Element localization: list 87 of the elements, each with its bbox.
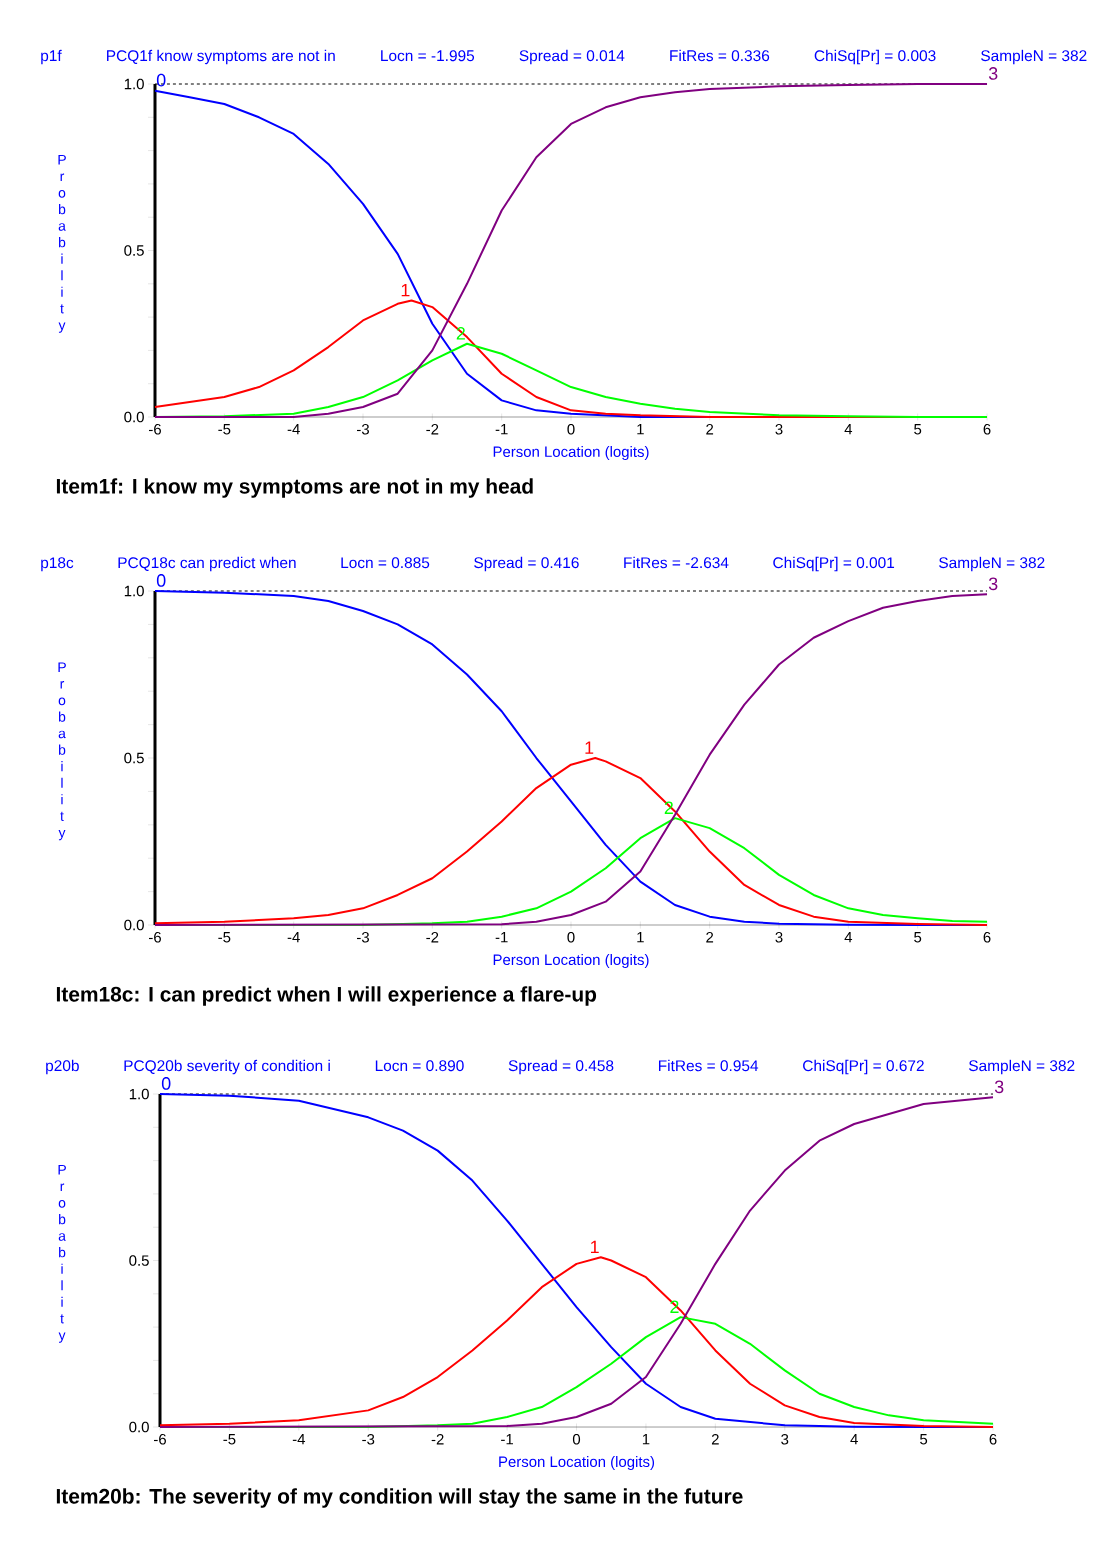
x-tick-label: 1 xyxy=(637,424,644,435)
x-tick-label: 1 xyxy=(642,1434,650,1445)
text: FitRes = 0.954 xyxy=(658,1059,759,1072)
x-tick-label: -4 xyxy=(292,1434,306,1445)
text: Locn = 0.885 xyxy=(341,557,430,569)
y-tick-label: 0.0 xyxy=(124,411,144,423)
y-tick-label: 0.0 xyxy=(129,1421,149,1433)
text: Locn = -1.995 xyxy=(381,50,475,62)
series-label: 0 xyxy=(156,73,166,87)
x-tick-label: -5 xyxy=(223,1434,236,1445)
x-tick-label: 5 xyxy=(914,424,922,435)
x-tick-label: -1 xyxy=(495,932,508,943)
x-tick-label: -2 xyxy=(431,1434,444,1445)
text: ChiSq[Pr] = 0.001 xyxy=(773,556,895,572)
x-tick-label: 3 xyxy=(781,1434,789,1445)
x-tick-label: 4 xyxy=(850,1434,858,1445)
x-tick-label: 6 xyxy=(989,1434,997,1445)
x-tick-label: -4 xyxy=(287,424,300,435)
x-tick-label: -6 xyxy=(154,1434,166,1445)
text: FitRes = -2.634 xyxy=(624,556,729,569)
y-tick-label: 0.5 xyxy=(124,245,144,256)
x-tick-label: 3 xyxy=(775,424,783,435)
x-tick-label: 3 xyxy=(775,932,783,943)
series-label: 3 xyxy=(988,67,998,80)
series-label: 0 xyxy=(156,574,166,587)
series-label: 1 xyxy=(401,283,410,297)
x-tick-label: 4 xyxy=(844,932,853,943)
text: Spread = 0.458 xyxy=(508,1059,614,1075)
y-tick-label: 1.0 xyxy=(124,585,144,597)
text: PCQ18c can predict when xyxy=(118,556,296,572)
y-tick-label: 1.0 xyxy=(129,1088,149,1100)
x-tick-label: 1 xyxy=(637,932,644,943)
text: Spread = 0.014 xyxy=(519,49,625,65)
text: SampleN = 382 xyxy=(939,556,1045,572)
x-tick-label: -6 xyxy=(149,932,161,943)
text: Item1f: I know my symptoms are not in my head xyxy=(56,478,533,498)
text: p18c xyxy=(41,557,74,572)
y-tick-label: 0.0 xyxy=(124,919,144,931)
text: SampleN = 382 xyxy=(981,49,1087,65)
x-tick-label: 6 xyxy=(983,932,991,943)
text: Probability xyxy=(58,154,66,333)
y-tick-label: 0.5 xyxy=(124,752,144,764)
x-tick-label: 0 xyxy=(567,932,575,943)
x-axis-title: Person Location (logits) xyxy=(493,446,649,460)
text: p1f xyxy=(41,49,62,65)
y-tick-label: 0.5 xyxy=(129,1255,149,1266)
x-tick-label: 0 xyxy=(572,1434,581,1445)
y-tick-label: 1.0 xyxy=(124,78,144,90)
x-tick-label: -3 xyxy=(357,932,369,943)
x-tick-label: -1 xyxy=(495,424,508,435)
text: PCQ1f know symptoms are not in xyxy=(107,49,335,65)
x-axis-title: Person Location (logits) xyxy=(493,954,649,968)
text: ChiSq[Pr] = 0.003 xyxy=(814,49,936,65)
x-tick-label: -3 xyxy=(362,1434,375,1445)
series-label: 0 xyxy=(161,1077,171,1090)
x-tick-label: 5 xyxy=(920,1434,928,1445)
text: Probability xyxy=(58,1164,66,1343)
x-tick-label: -3 xyxy=(357,424,369,435)
text: Item18c: I can predict when I will experience a flare-up xyxy=(56,986,597,1006)
x-axis-title: Person Location (logits) xyxy=(499,1456,655,1470)
text: ChiSq[Pr] = 0.672 xyxy=(803,1059,924,1075)
x-tick-label: 2 xyxy=(711,1434,719,1445)
x-tick-label: -1 xyxy=(501,1434,513,1445)
text: Probability xyxy=(58,662,66,841)
x-tick-label: 0 xyxy=(567,424,575,435)
text: p20b xyxy=(46,1059,79,1075)
x-tick-label: -5 xyxy=(218,424,231,435)
text: Item20b: The severity of my condition will stay the same in the future xyxy=(56,1488,743,1508)
text: PCQ20b severity of condition i xyxy=(124,1059,330,1075)
series-label: 3 xyxy=(988,577,998,591)
x-tick-label: 2 xyxy=(706,424,714,435)
text: FitRes = 0.336 xyxy=(670,49,770,62)
x-tick-label: 6 xyxy=(983,424,991,435)
text: SampleN = 382 xyxy=(968,1059,1075,1075)
text: Spread = 0.416 xyxy=(474,556,579,572)
series-label: 3 xyxy=(994,1080,1004,1094)
series-label: 1 xyxy=(590,1240,599,1253)
x-tick-label: 5 xyxy=(914,932,922,943)
x-tick-label: -2 xyxy=(426,932,439,943)
x-tick-label: -5 xyxy=(218,932,231,943)
x-tick-label: -2 xyxy=(426,424,439,435)
text: Locn = 0.890 xyxy=(375,1060,464,1072)
series-label: 1 xyxy=(585,741,594,754)
x-tick-label: -6 xyxy=(149,424,161,435)
x-tick-label: 4 xyxy=(844,424,853,435)
x-tick-label: -4 xyxy=(287,932,300,943)
x-tick-label: 2 xyxy=(706,932,714,943)
